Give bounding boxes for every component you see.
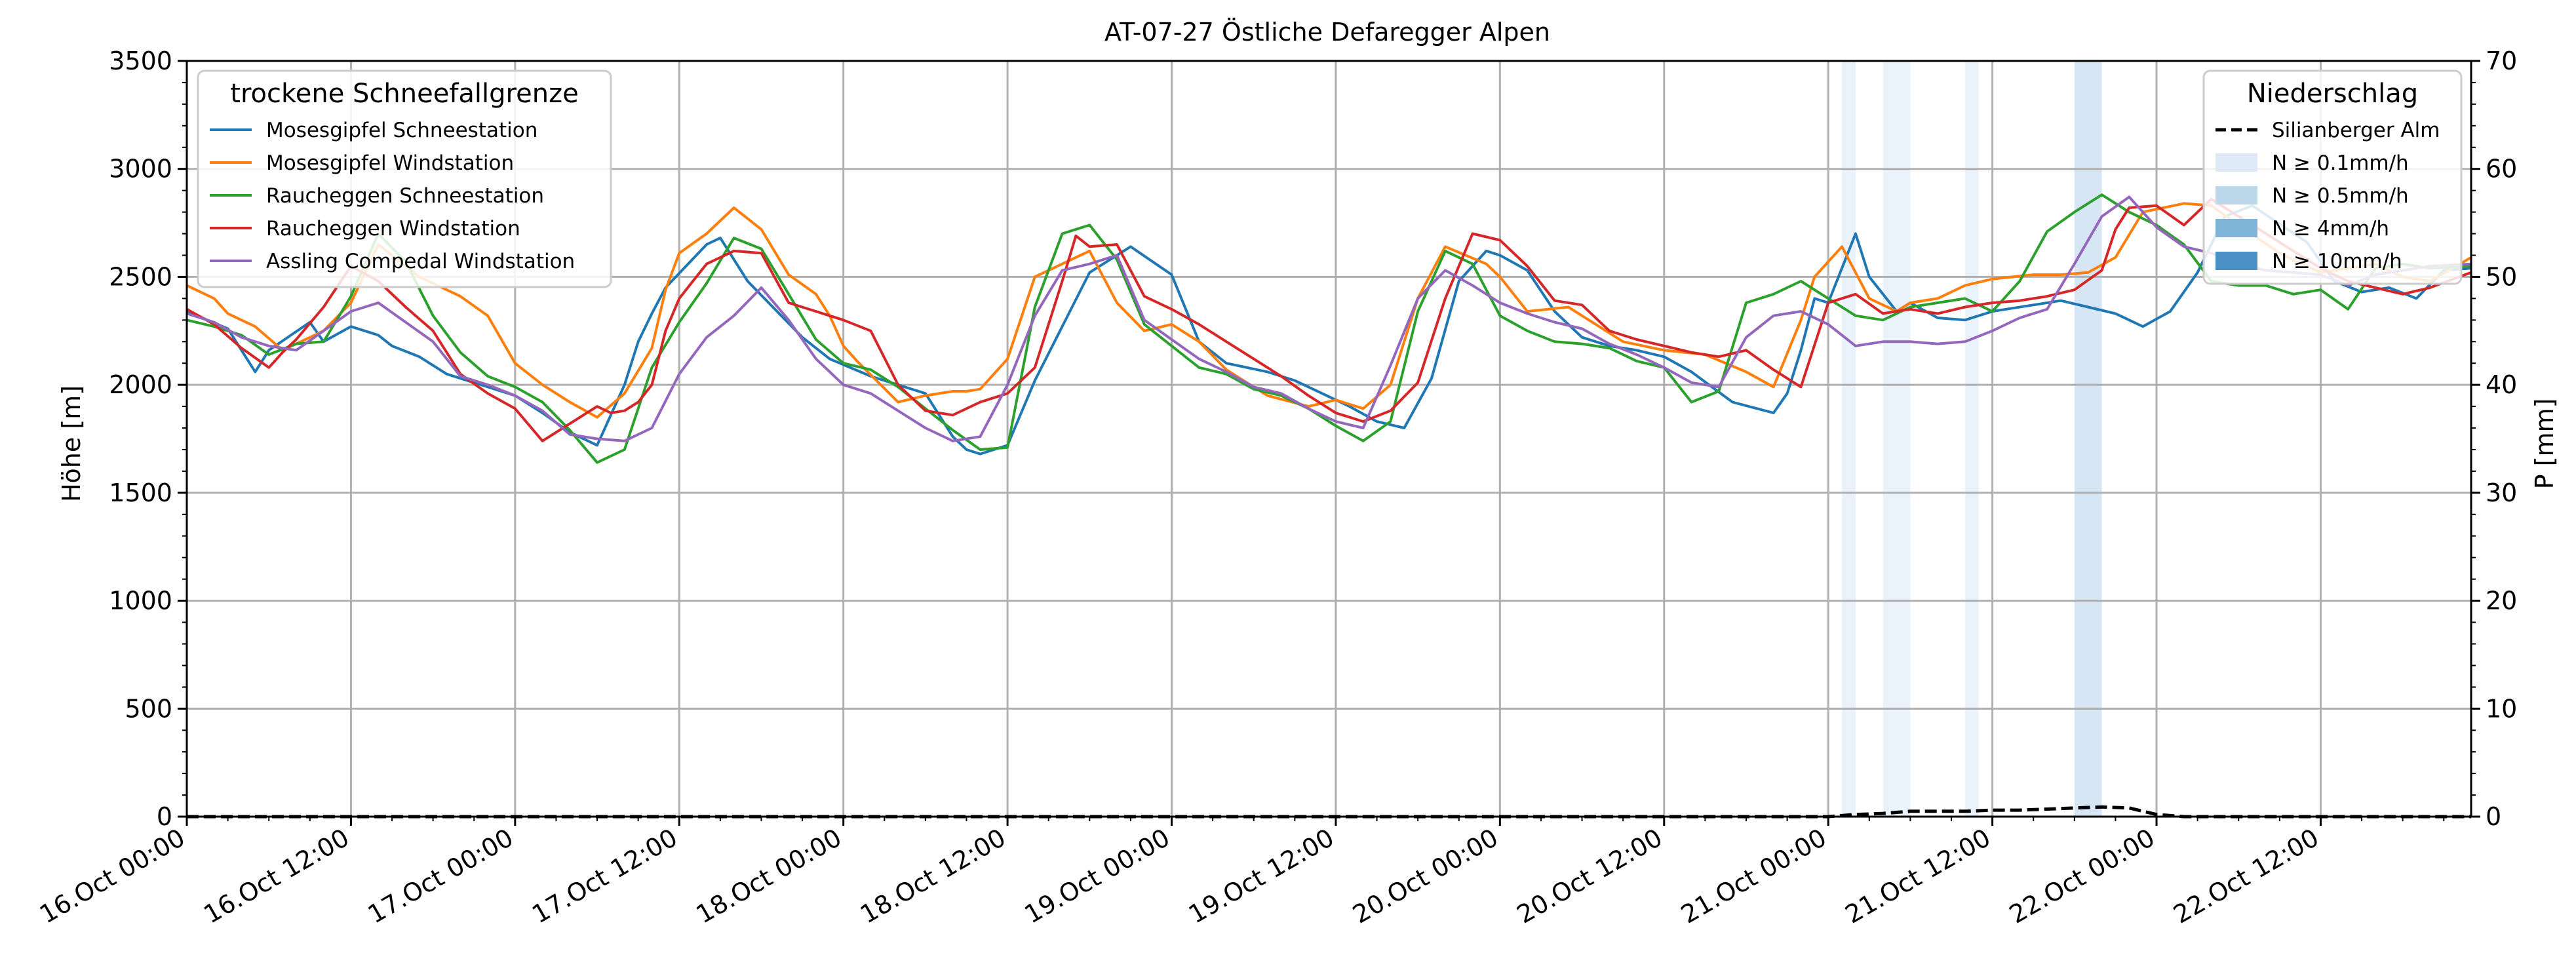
y2-tick-label: 70 xyxy=(2486,47,2517,75)
y2-tick-label: 50 xyxy=(2486,262,2517,291)
legend-left: trockene Schneefallgrenze Mosesgipfel Sch… xyxy=(197,69,612,288)
y2-tick-label: 10 xyxy=(2486,694,2517,723)
y-axis-label: Höhe [m] xyxy=(57,385,86,502)
legend-right: Niederschlag Silianberger Alm N ≥ 0.1mm/h N… xyxy=(2202,69,2463,285)
y2-tick-label: 30 xyxy=(2486,478,2517,507)
legend-right-title: Niederschlag xyxy=(2247,79,2418,109)
precip-bands xyxy=(1842,61,2102,817)
y-tick-label: 1500 xyxy=(109,478,172,507)
precip-band xyxy=(1842,61,1856,817)
y2-tick-label: 0 xyxy=(2486,802,2501,831)
series-line xyxy=(186,204,2472,456)
y-tick-label: 500 xyxy=(125,694,172,723)
legend-item-label: Mosesgipfel Windstation xyxy=(266,151,514,175)
legend-item-label: N ≥ 4mm/h xyxy=(2272,217,2389,241)
legend-color-swatch xyxy=(2215,153,2257,172)
precip-band xyxy=(1964,61,1979,817)
legend-left-title: trockene Schneefallgrenze xyxy=(230,79,578,109)
precip-band xyxy=(1883,61,1911,817)
legend-item-label: Silianberger Alm xyxy=(2272,119,2440,142)
legend-color-swatch xyxy=(2215,219,2257,237)
y-tick-label: 1000 xyxy=(109,587,172,615)
y-tick-label: 2000 xyxy=(109,370,172,399)
series-line xyxy=(187,805,2471,819)
precip-band xyxy=(2074,61,2102,817)
legend-item-label: Raucheggen Windstation xyxy=(266,217,520,241)
y2-tick-label: 20 xyxy=(2486,587,2517,615)
legend-right-box xyxy=(2202,69,2463,285)
y2-axis-label: P [mm] xyxy=(2530,398,2559,490)
series-line xyxy=(186,195,2472,442)
y2-tick-label: 40 xyxy=(2486,370,2517,399)
series-lines xyxy=(186,193,2472,819)
y-tick-label: 3000 xyxy=(109,155,172,184)
legend-color-swatch xyxy=(2215,186,2257,204)
plot-frame xyxy=(185,60,2472,818)
legend-item-label: Mosesgipfel Schneestation xyxy=(266,119,537,142)
legend-item-label: N ≥ 0.5mm/h xyxy=(2272,184,2409,208)
y2-tick-label: 60 xyxy=(2486,155,2517,184)
legend-item-label: Raucheggen Schneestation xyxy=(266,184,544,208)
chart-title: AT-07-27 Östliche Defaregger Alpen xyxy=(1104,18,1550,47)
legend-left-box xyxy=(197,69,612,288)
y-tick-label: 0 xyxy=(157,802,172,831)
legend-item-label: N ≥ 10mm/h xyxy=(2272,250,2402,273)
legend-item-label: Assling Compedal Windstation xyxy=(266,250,575,273)
y-tick-label: 3500 xyxy=(109,47,172,75)
series-line xyxy=(186,197,2472,442)
legend-item-label: N ≥ 0.1mm/h xyxy=(2272,151,2409,175)
y-tick-label: 2500 xyxy=(109,262,172,291)
legend-color-swatch xyxy=(2215,252,2257,270)
